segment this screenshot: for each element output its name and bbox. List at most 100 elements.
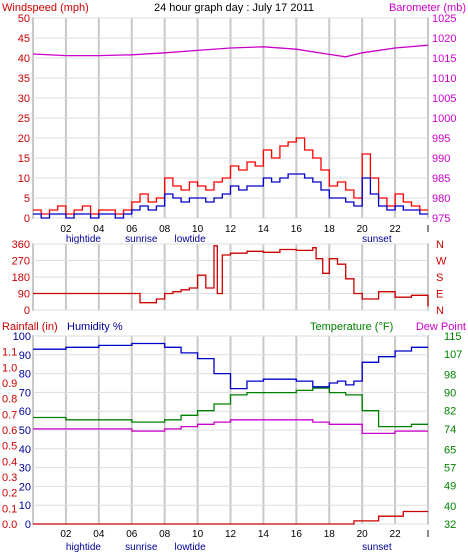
time-tick-label: 22 — [390, 529, 402, 540]
humidity-axis-title: Humidity % — [67, 321, 123, 333]
windspeed-tick-label: 30 — [18, 93, 30, 105]
windspeed-tick-label: 40 — [18, 53, 30, 65]
humidity-tick-label: 70 — [19, 387, 31, 399]
event-marker-label: hightide — [66, 542, 101, 553]
barometer-tick-label: 1000 — [432, 113, 456, 125]
humidity-tick-label: 50 — [19, 425, 31, 437]
time-tick-label: 04 — [93, 529, 105, 540]
time-tick-label: 14 — [258, 224, 270, 235]
humidity-tick-label: 40 — [19, 444, 31, 456]
chart-title: 24 hour graph day : July 17 2011 — [154, 2, 314, 14]
event-marker-label: hightide — [66, 234, 101, 245]
temperature-tick-label: 57 — [444, 462, 456, 474]
humidity-tick-label: 60 — [19, 406, 31, 418]
barometer-tick-label: 1015 — [432, 53, 456, 65]
series-temperature-line — [33, 387, 428, 428]
event-marker-label: sunrise — [125, 234, 158, 245]
time-tick-label: 08 — [159, 529, 171, 540]
windspeed-tick-label: 25 — [18, 113, 30, 125]
series-barometer-line — [32, 44, 429, 58]
event-marker-label: lowtide — [175, 234, 207, 245]
temperature-tick-label: 82 — [444, 406, 456, 418]
event-marker-label: lowtide — [175, 542, 207, 553]
barometer-tick-label: 980 — [432, 193, 450, 205]
rainfall-tick-label: 0.6 — [2, 425, 17, 437]
temperature-tick-label: 32 — [444, 519, 456, 531]
barometer-tick-label: 995 — [432, 133, 450, 145]
windspeed-axis-title: Windspeed (mph) — [2, 2, 89, 14]
series-wind-direction-line — [33, 245, 429, 307]
direction-tick-label: 180 — [12, 272, 30, 284]
humidity-tick-label: 30 — [19, 463, 31, 475]
time-tick-label: 10 — [192, 224, 204, 235]
time-tick-label: 18 — [324, 224, 336, 235]
temperature-humidity-rain-panel: 0.0 0.1 0.2 0.3 0.4 0.5 0.6 0.7 0.8 0.9 1.0 1.1 0 10 2… — [2, 331, 462, 553]
humidity-tick-label: 20 — [19, 481, 31, 493]
windspeed-tick-label: 45 — [18, 33, 30, 45]
rainfall-tick-label: 1.1 — [2, 347, 17, 359]
windspeed-tick-label: 5 — [24, 193, 30, 205]
barometer-tick-label: 975 — [432, 213, 450, 225]
rainfall-tick-label: 0.5 — [2, 441, 17, 453]
humidity-tick-label: 100 — [13, 331, 31, 343]
rainfall-tick-label: 0.4 — [2, 456, 17, 468]
temperature-tick-label: 115 — [444, 331, 462, 343]
time-tick-label: 12 — [225, 224, 237, 235]
dewpoint-axis-title: Dew Point — [416, 321, 466, 333]
windspeed-tick-label: 35 — [18, 73, 30, 85]
event-marker-label: sunset — [362, 542, 392, 553]
time-tick-label: 06 — [126, 224, 138, 235]
barometer-tick-label: 1005 — [432, 93, 456, 105]
time-tick-label: 02 — [60, 529, 72, 540]
temperature-tick-label: 49 — [444, 480, 456, 492]
rainfall-tick-label: 0.3 — [2, 472, 17, 484]
windspeed-tick-label: 0 — [24, 213, 30, 225]
time-tick-label: 22 — [390, 224, 402, 235]
temperature-tick-label: 90 — [444, 388, 456, 400]
rainfall-tick-label: 0.1 — [2, 503, 17, 515]
direction-tick-label: 90 — [18, 289, 30, 301]
temperature-axis-title: Temperature (°F) — [310, 321, 393, 333]
series-humidity-line — [33, 342, 428, 390]
barometer-tick-label: 1010 — [432, 73, 456, 85]
time-tick-label: 14 — [258, 529, 270, 540]
compass-tick-label: E — [436, 289, 443, 301]
wind-barometer-panel: 0510152025303540455097598098599099510001… — [18, 13, 457, 245]
temperature-tick-label: 74 — [444, 424, 456, 436]
humidity-tick-label: 90 — [19, 350, 31, 362]
rainfall-axis-title: Rainfall (in) — [2, 321, 58, 333]
windspeed-tick-label: 50 — [18, 13, 30, 25]
direction-tick-label: 360 — [12, 239, 30, 251]
barometer-tick-label: 1020 — [432, 33, 456, 45]
event-marker-label: sunrise — [125, 542, 158, 553]
humidity-tick-label: 10 — [19, 500, 31, 512]
barometer-tick-label: 985 — [432, 173, 450, 185]
series-rainfall-line — [33, 510, 428, 525]
series-average-line — [33, 173, 428, 219]
time-tick-label: 06 — [126, 529, 138, 540]
direction-tick-label: 0 — [24, 305, 30, 317]
time-tick-label: 16 — [291, 224, 303, 235]
time-tick-label: 12 — [225, 529, 237, 540]
humidity-tick-label: 80 — [19, 369, 31, 381]
direction-tick-label: 270 — [12, 256, 30, 268]
rainfall-tick-label: 0.9 — [2, 378, 17, 390]
temperature-tick-label: 65 — [444, 444, 456, 456]
compass-tick-label: W — [436, 256, 447, 268]
time-end-marker: I — [427, 224, 430, 235]
time-tick-label: 08 — [159, 224, 171, 235]
event-marker-label: sunset — [362, 234, 392, 245]
windspeed-tick-label: 15 — [18, 153, 30, 165]
time-tick-label: 04 — [93, 224, 105, 235]
time-tick-label: 10 — [192, 529, 204, 540]
time-tick-label: 20 — [357, 224, 369, 235]
windspeed-tick-label: 20 — [18, 133, 30, 145]
rainfall-tick-label: 0.2 — [2, 488, 17, 500]
rainfall-tick-label: 0.0 — [2, 519, 17, 531]
barometer-tick-label: 990 — [432, 153, 450, 165]
time-tick-label: 16 — [291, 529, 303, 540]
temperature-tick-label: 40 — [444, 501, 456, 513]
